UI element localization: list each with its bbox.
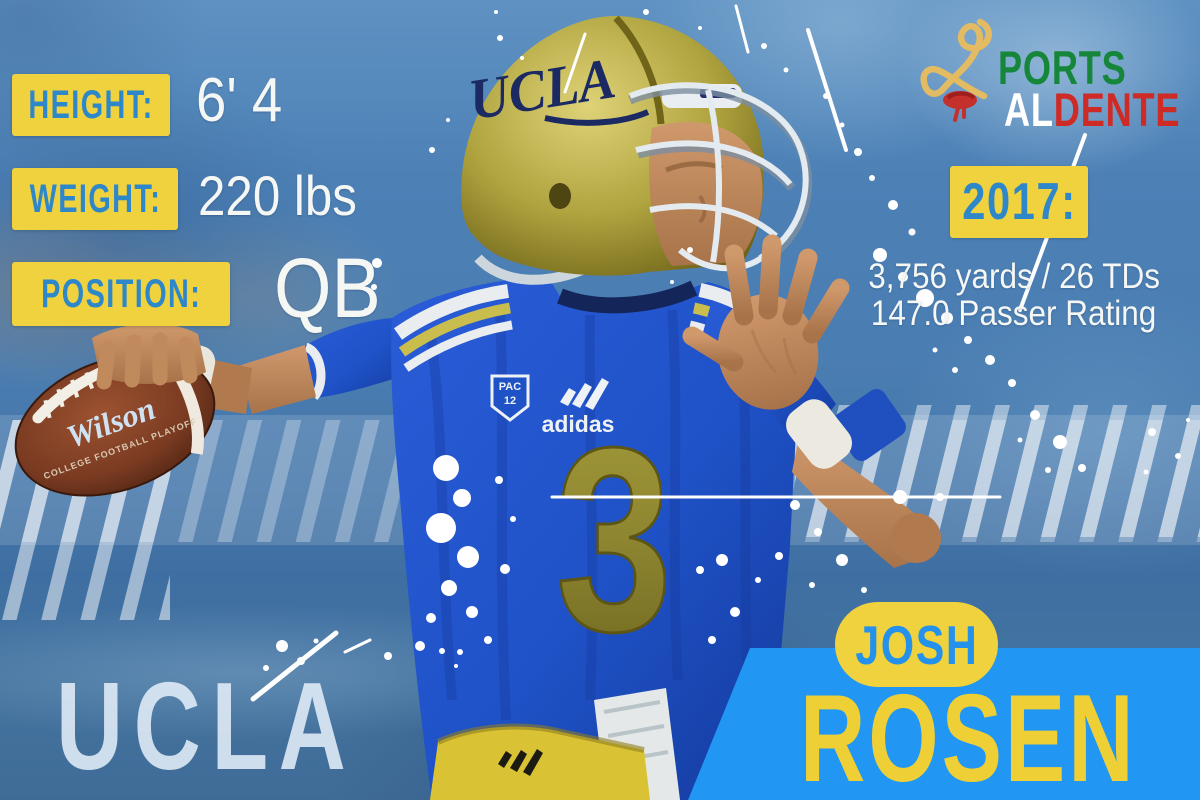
position-label: POSITION: <box>40 271 202 316</box>
jersey-torso: 3 adidas PAC 12 <box>391 276 796 800</box>
adidas-logo-icon <box>560 378 609 410</box>
player-firstname-pill: JOSH <box>835 602 998 687</box>
svg-text:PAC: PAC <box>499 381 521 393</box>
season-stat-line-2: 147.0 Passer Rating <box>871 294 1157 333</box>
team-name: UCLA <box>56 658 357 796</box>
brand-word-al: AL <box>1004 83 1054 136</box>
player-lastname: ROSEN <box>800 670 1137 800</box>
position-badge: POSITION: <box>12 262 230 326</box>
brand-logo: PORTS ALDENTE <box>918 14 1193 136</box>
follow-through-arm <box>682 234 941 568</box>
football: Wilson COLLEGE FOOTBALL PLAYOFF <box>14 345 216 497</box>
season-stat-line-1: 3,756 yards / 26 TDs <box>868 257 1161 296</box>
weight-badge: WEIGHT: <box>12 168 178 230</box>
height-badge: HEIGHT: <box>12 74 170 136</box>
helmet: UCLA <box>461 15 813 285</box>
svg-text:12: 12 <box>504 395 516 407</box>
season-year-label: 2017: <box>961 173 1077 231</box>
weight-value: 220 lbs <box>198 164 357 227</box>
pac12-patch-icon: PAC 12 <box>490 374 530 422</box>
gripping-hand <box>92 323 206 390</box>
brand-word-ports: PORTS <box>998 41 1127 94</box>
height-label: HEIGHT: <box>28 82 154 127</box>
spaghetti-s-icon <box>920 18 992 122</box>
jersey-brand-text: adidas <box>542 411 615 437</box>
brand-word-aldente: ALDENTE <box>1004 82 1180 137</box>
season-stats: 3,756 yards / 26 TDs 147.0 Passer Rating <box>852 258 1176 332</box>
pants-and-towel <box>430 688 680 800</box>
weight-label: WEIGHT: <box>29 176 161 221</box>
height-value: 6' 4 <box>196 66 283 135</box>
brand-word-dente: DENTE <box>1053 83 1181 136</box>
jersey-number: 3 <box>556 394 673 687</box>
position-value: QB <box>274 241 381 335</box>
season-year-badge: 2017: <box>950 166 1088 238</box>
